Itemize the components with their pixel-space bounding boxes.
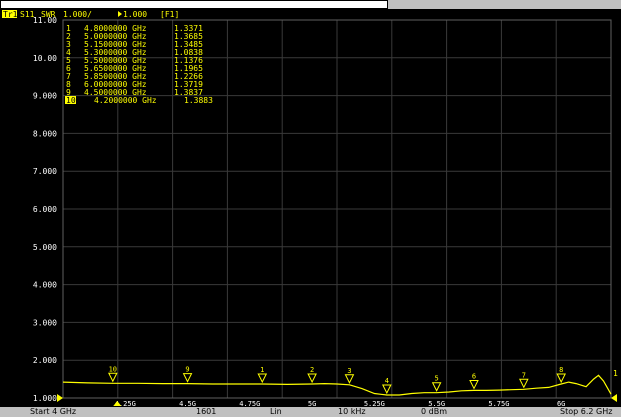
marker-readout-freq: 5.0000000 GHz	[84, 32, 147, 41]
x-axis-label: 5.75G	[488, 400, 509, 408]
trace-channel: [F1]	[160, 10, 179, 19]
x-axis-label: 5.25G	[364, 400, 385, 408]
trace-id-box	[2, 10, 17, 18]
marker-readout-id: 1	[66, 24, 71, 33]
status-ifbw: 10 kHz	[338, 407, 366, 416]
marker-triangle-2	[307, 373, 317, 384]
marker-readout-value: 1.3719	[174, 80, 203, 89]
marker-readout-freq: 4.5000000 GHz	[84, 88, 147, 97]
marker-readout-id: 2	[66, 32, 71, 41]
marker-readout-id: 5	[66, 56, 71, 65]
x-axis-label: 5G	[308, 400, 316, 408]
trace-parameter: S11	[20, 10, 35, 19]
marker-readout-value: 1.1376	[174, 56, 203, 65]
marker-number-3: 3	[347, 367, 351, 375]
marker-readout-freq: 5.5000000 GHz	[84, 56, 147, 65]
x-axis-label: 4.5G	[179, 400, 196, 408]
marker-number-8: 8	[559, 366, 563, 374]
marker-triangle-8	[556, 373, 566, 384]
marker-number-9: 9	[185, 366, 189, 374]
marker-triangle-5	[431, 382, 442, 392]
marker-readout-value: 1.0838	[174, 48, 203, 57]
y-tick-label: 3.000	[33, 318, 57, 327]
marker-readout-freq: 5.6500000 GHz	[84, 64, 147, 73]
ref-arrow-icon	[118, 11, 122, 17]
trace-scale: 1.000/	[63, 10, 92, 19]
marker-readout-id: 8	[66, 80, 71, 89]
marker-triangle-1	[257, 373, 268, 384]
marker-readout-value: 1.3685	[174, 32, 203, 41]
marker-readout-value: 1.3837	[174, 88, 203, 97]
display-area	[0, 9, 621, 407]
marker-number-2: 2	[310, 366, 314, 374]
y-tick-label: 6.000	[33, 205, 57, 214]
marker-readout-value: 1.2266	[174, 72, 203, 81]
x-axis-label: 6G	[557, 400, 565, 408]
status-stop: Stop 6.2 GHz	[560, 407, 613, 416]
status-points: 1601	[196, 407, 217, 416]
marker-triangle-7	[519, 378, 529, 389]
marker-readout-id: 9	[66, 88, 71, 97]
y-tick-label: 11.00	[33, 16, 57, 25]
marker-readout-value: 1.3883	[184, 96, 213, 105]
marker-readout-id: 6	[66, 64, 71, 73]
y-tick-label: 10.00	[33, 54, 57, 63]
ref-level-right-icon	[611, 394, 617, 402]
marker-readout-value: 1.3485	[174, 40, 203, 49]
y-tick-label: 1.000	[33, 394, 57, 403]
marker-readout-freq: 5.3000000 GHz	[84, 48, 147, 57]
marker-triangle-3	[344, 374, 355, 384]
marker-number-1: 1	[260, 366, 264, 374]
y-tick-label: 8.000	[33, 129, 57, 138]
x-axis-label: 5.5G	[428, 400, 445, 408]
marker-triangle-9	[182, 373, 193, 383]
marker-triangle-4	[382, 384, 392, 395]
marker-readout-freq: 5.1500000 GHz	[84, 40, 147, 49]
trace-ref: 1.000	[123, 10, 147, 19]
y-tick-label: 7.000	[33, 167, 57, 176]
marker-readout-freq: 4.8000000 GHz	[84, 24, 147, 33]
marker-number-5: 5	[435, 375, 439, 383]
x-axis-label: 4.75G	[239, 400, 260, 408]
y-tick-label: 9.000	[33, 92, 57, 101]
right-edge-label: 1	[613, 369, 618, 378]
marker-readout-id: 3	[66, 40, 71, 49]
marker-number-6: 6	[472, 372, 476, 380]
marker-number-7: 7	[522, 371, 526, 379]
y-tick-label: 2.000	[33, 356, 57, 365]
status-sweep-type: Lin	[270, 407, 282, 416]
title-bar-frame	[0, 0, 388, 9]
marker-number-10: 10	[109, 365, 117, 373]
marker-triangle-10	[108, 372, 118, 383]
start-marker-icon	[113, 401, 122, 406]
marker-readout-freq: 6.0000000 GHz	[84, 80, 147, 89]
marker-readout-value: 1.1965	[174, 64, 203, 73]
trace-id: Tr1	[3, 10, 18, 19]
active-marker-box	[65, 96, 76, 104]
marker-readout-id: 4	[66, 48, 71, 57]
marker-readout-freq: 4.2000000 GHz	[94, 96, 157, 105]
plot-frame	[62, 19, 612, 399]
marker-readout-id: 10	[66, 96, 76, 105]
ref-level-left-icon	[57, 394, 63, 402]
marker-readout-id: 7	[66, 72, 71, 81]
y-tick-label: 4.000	[33, 281, 57, 290]
marker-readout-freq: 5.8500000 GHz	[84, 72, 147, 81]
x-axis-label: 4.25G	[115, 400, 136, 408]
status-start: Start 4 GHz	[30, 407, 77, 416]
trace-format: SWR	[41, 10, 56, 19]
y-tick-label: 5.000	[33, 243, 57, 252]
swr-trace-line	[62, 374, 612, 396]
marker-triangle-6	[469, 379, 479, 390]
marker-number-4: 4	[385, 377, 389, 385]
marker-readout-value: 1.3371	[174, 24, 203, 33]
status-power: 0 dBm	[421, 407, 447, 416]
